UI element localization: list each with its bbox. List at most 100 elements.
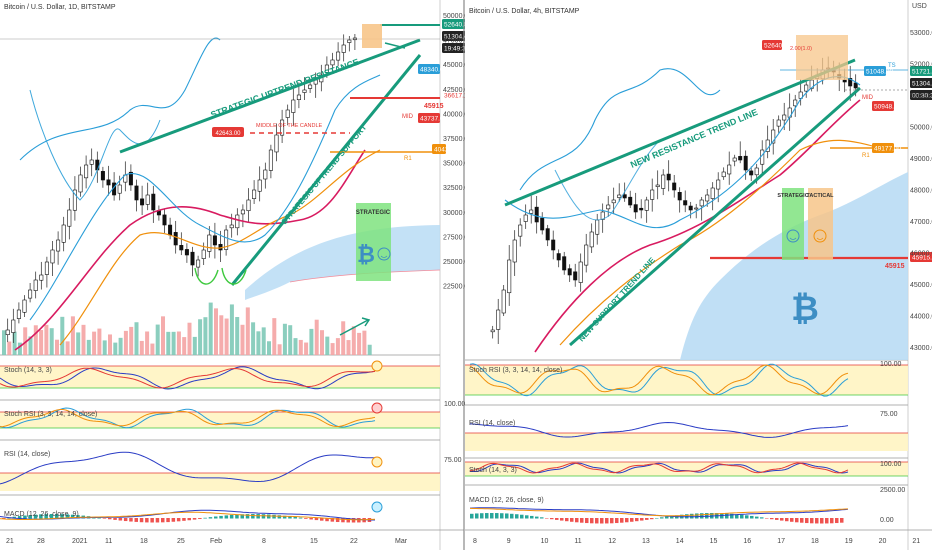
x-tick: 19 (845, 538, 853, 545)
price-tick: 25000.00 (443, 259, 472, 266)
x-tick: 18 (811, 538, 819, 545)
candle (296, 94, 301, 100)
volume-bar (81, 324, 86, 355)
volume-bar (182, 337, 187, 355)
candle (291, 99, 296, 113)
macd-bar (540, 517, 544, 519)
tag-time-text: 19:49:38 (444, 46, 470, 53)
volume-bar (118, 337, 123, 355)
volume-bar (277, 344, 282, 355)
volume-bar (102, 340, 107, 355)
r-tag-cur-text: 51721.00 (912, 69, 932, 76)
x-tick: 15 (710, 538, 718, 545)
x-tick: 22 (350, 538, 358, 545)
rsi-tick: 75.00 (444, 457, 462, 464)
left-price-ticks: 50000.00 47500.00 45000.00 42500.00 40000.00… (443, 13, 472, 291)
macd-bar (97, 517, 101, 519)
macd-bar (240, 514, 244, 519)
volume-bar (187, 322, 192, 355)
candle (235, 214, 240, 229)
smiley-icon (377, 247, 391, 261)
macd-bar (187, 518, 191, 521)
candle (263, 169, 268, 180)
volume-bar (7, 341, 12, 355)
macd-bar (39, 514, 43, 519)
candle (196, 259, 201, 268)
candle (705, 194, 710, 202)
candle (710, 187, 715, 199)
macd-bar (695, 513, 699, 519)
volume-bar (288, 325, 293, 355)
uptrend-resistance-line (119, 38, 421, 154)
x-tick: 16 (743, 538, 751, 545)
price-tick: 43000.00 (910, 345, 932, 352)
macd-bar (277, 515, 282, 519)
right-r1-label: R1 (862, 153, 870, 159)
macd-bar (229, 514, 234, 519)
right-strategic-box (782, 188, 804, 260)
candle (302, 89, 307, 93)
candle (518, 224, 523, 237)
r-tag-r1 (872, 143, 894, 153)
macd-bar (510, 513, 514, 519)
volume-bar (86, 339, 91, 355)
volume-bar (341, 321, 346, 355)
macd-bar (810, 518, 814, 524)
candle (56, 239, 61, 252)
stochrsi-smiley-icon (371, 402, 383, 414)
right-stoch-title: Stoch (14, 3, 3) (469, 467, 517, 474)
candle (61, 224, 66, 243)
macd-bar (590, 518, 594, 524)
x-tick: 9 (507, 538, 511, 545)
volume-bar (17, 342, 22, 355)
r-tag-level (910, 252, 932, 262)
candle (677, 192, 682, 201)
price-tick: 45000.00 (443, 62, 472, 69)
right-blue-ma (504, 76, 861, 229)
candle (540, 217, 545, 231)
candle (207, 234, 212, 252)
macd-bar (690, 513, 694, 519)
macd-bar (113, 518, 117, 520)
macd-bar (341, 518, 345, 523)
macd-bar (550, 518, 554, 520)
right-macd-title: MACD (12, 26, close, 9) (469, 497, 544, 504)
candle (578, 261, 583, 283)
right-chart: ₿ NEW RESISTANCE TREND LINE NEW SUPPORT … (463, 0, 932, 550)
candle (782, 114, 787, 121)
new-resistance-line (504, 58, 856, 207)
macd-bar (118, 518, 123, 521)
macd-bar (65, 514, 70, 519)
candle (743, 155, 748, 171)
macd-bar (12, 516, 17, 519)
macd-bar (192, 518, 197, 520)
candle (33, 279, 38, 291)
candle (67, 209, 72, 227)
macd-bar (293, 516, 297, 519)
r-tag-cur (910, 66, 932, 76)
candle (584, 244, 589, 266)
macd-bar (171, 518, 176, 522)
price-tick: 30000.00 (443, 210, 472, 217)
macd-bar (700, 513, 704, 519)
volume-bar (298, 339, 303, 355)
right-tactical-box (808, 188, 833, 260)
macd-bar (660, 517, 664, 519)
macd-bar (645, 518, 649, 520)
volume-bar (208, 302, 213, 355)
volume-bar (145, 331, 150, 355)
tag-cur-text: 51304.40 (444, 34, 471, 41)
candle (853, 82, 858, 89)
macd-bar (245, 514, 250, 519)
volume-bar (229, 304, 234, 355)
candle (95, 159, 100, 171)
macd-bar (765, 518, 769, 519)
volume-bar (267, 341, 271, 355)
macd-bar (28, 515, 32, 519)
candle (162, 214, 167, 226)
candle (16, 309, 21, 319)
macd-bar (825, 518, 829, 524)
macd-bar (785, 518, 789, 522)
tag-c (432, 144, 446, 154)
price-tick: 35000.00 (443, 161, 472, 168)
